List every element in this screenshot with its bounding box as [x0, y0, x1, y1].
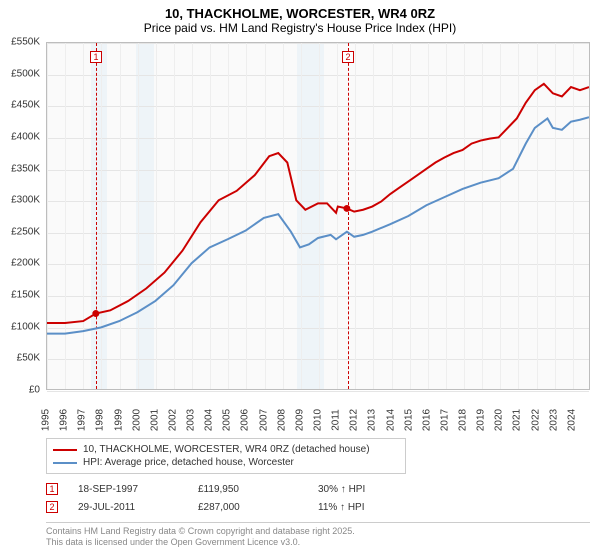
footer-line1: Contains HM Land Registry data © Crown c… — [46, 526, 590, 537]
legend: 10, THACKHOLME, WORCESTER, WR4 0RZ (deta… — [46, 438, 406, 474]
y-tick-label: £500K — [11, 68, 40, 79]
x-tick-label: 2014 — [385, 409, 396, 431]
legend-swatch-property — [53, 449, 77, 451]
y-tick-label: £250K — [11, 226, 40, 237]
title-block: 10, THACKHOLME, WORCESTER, WR4 0RZ Price… — [0, 0, 600, 37]
plot-area: 12 — [46, 42, 590, 390]
x-tick-label: 2006 — [240, 409, 251, 431]
title-address: 10, THACKHOLME, WORCESTER, WR4 0RZ — [0, 6, 600, 21]
x-tick-label: 2011 — [331, 409, 342, 431]
legend-label-hpi: HPI: Average price, detached house, Worc… — [83, 457, 294, 468]
x-tick-label: 2007 — [258, 409, 269, 431]
sale-marker-box: 2 — [342, 51, 354, 63]
sale-marker-box: 1 — [90, 51, 102, 63]
x-tick-label: 2021 — [512, 409, 523, 431]
x-tick-label: 2019 — [476, 409, 487, 431]
legend-swatch-hpi — [53, 462, 77, 464]
x-tick-label: 2001 — [149, 409, 160, 431]
x-tick-label: 2024 — [566, 409, 577, 431]
x-tick-label: 2010 — [313, 409, 324, 431]
y-tick-label: £300K — [11, 195, 40, 206]
y-tick-label: £400K — [11, 131, 40, 142]
chart-container: 10, THACKHOLME, WORCESTER, WR4 0RZ Price… — [0, 0, 600, 560]
x-tick-label: 2023 — [548, 409, 559, 431]
sale-date: 29-JUL-2011 — [78, 502, 198, 513]
series-line-property — [47, 84, 589, 323]
x-tick-label: 2016 — [421, 409, 432, 431]
sale-dot — [343, 205, 350, 212]
y-tick-label: £350K — [11, 163, 40, 174]
x-tick-label: 2017 — [439, 409, 450, 431]
legend-label-property: 10, THACKHOLME, WORCESTER, WR4 0RZ (deta… — [83, 444, 370, 455]
y-tick-label: £450K — [11, 100, 40, 111]
sale-delta: 11% ↑ HPI — [318, 502, 438, 513]
sales-row: 1 18-SEP-1997£119,95030% ↑ HPI — [46, 480, 590, 498]
sale-num-box: 2 — [46, 501, 58, 513]
sale-date: 18-SEP-1997 — [78, 484, 198, 495]
x-tick-label: 2005 — [222, 409, 233, 431]
y-tick-label: £100K — [11, 321, 40, 332]
footer-line2: This data is licensed under the Open Gov… — [46, 537, 590, 548]
y-tick-label: £550K — [11, 37, 40, 48]
line-svg — [47, 43, 589, 389]
sales-table: 1 18-SEP-1997£119,95030% ↑ HPI 2 29-JUL-201… — [46, 480, 590, 516]
x-tick-label: 2015 — [403, 409, 414, 431]
legend-item-property: 10, THACKHOLME, WORCESTER, WR4 0RZ (deta… — [53, 443, 399, 456]
x-tick-label: 2003 — [186, 409, 197, 431]
x-tick-label: 2022 — [530, 409, 541, 431]
x-tick-label: 2012 — [349, 409, 360, 431]
sale-dot — [92, 310, 99, 317]
x-tick-label: 2018 — [458, 409, 469, 431]
x-tick-label: 2004 — [204, 409, 215, 431]
x-tick-label: 2013 — [367, 409, 378, 431]
plot-layers: 12 — [47, 43, 589, 389]
sale-num-box: 1 — [46, 483, 58, 495]
x-tick-label: 2020 — [494, 409, 505, 431]
legend-item-hpi: HPI: Average price, detached house, Worc… — [53, 456, 399, 469]
x-axis: 1995199619971998199920002001200220032004… — [46, 392, 590, 442]
x-tick-label: 2008 — [276, 409, 287, 431]
sale-price: £287,000 — [198, 502, 318, 513]
sale-delta: 30% ↑ HPI — [318, 484, 438, 495]
sales-row: 2 29-JUL-2011£287,00011% ↑ HPI — [46, 498, 590, 516]
x-tick-label: 2009 — [294, 409, 305, 431]
y-tick-label: £150K — [11, 290, 40, 301]
x-tick-label: 2002 — [167, 409, 178, 431]
y-tick-label: £50K — [17, 353, 40, 364]
sale-price: £119,950 — [198, 484, 318, 495]
y-tick-label: £200K — [11, 258, 40, 269]
x-tick-label: 1997 — [77, 409, 88, 431]
y-tick-label: £0 — [29, 385, 40, 396]
y-axis: £0£50K£100K£150K£200K£250K£300K£350K£400… — [0, 42, 44, 390]
x-tick-label: 1995 — [41, 409, 52, 431]
x-tick-label: 1999 — [113, 409, 124, 431]
footer: Contains HM Land Registry data © Crown c… — [46, 522, 590, 549]
x-tick-label: 1998 — [95, 409, 106, 431]
x-tick-label: 1996 — [59, 409, 70, 431]
title-subtitle: Price paid vs. HM Land Registry's House … — [0, 21, 600, 35]
x-tick-label: 2000 — [131, 409, 142, 431]
